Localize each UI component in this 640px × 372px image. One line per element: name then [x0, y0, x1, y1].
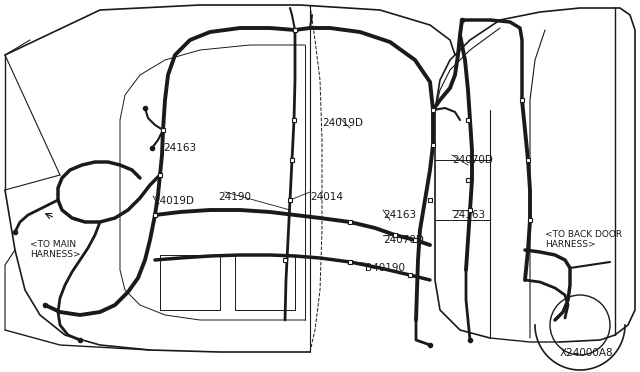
Text: <TO BACK DOOR
HARNESS>: <TO BACK DOOR HARNESS> — [545, 230, 622, 249]
Text: <TO MAIN
HARNESS>: <TO MAIN HARNESS> — [30, 240, 81, 259]
Text: 24190: 24190 — [218, 192, 251, 202]
Text: X24000A8: X24000A8 — [560, 348, 614, 358]
Text: 24163: 24163 — [383, 210, 416, 220]
Text: 24070D: 24070D — [383, 235, 424, 245]
Text: 24070D: 24070D — [452, 155, 493, 165]
Text: B40190: B40190 — [365, 263, 405, 273]
Text: 24019D: 24019D — [153, 196, 194, 206]
Text: 24163: 24163 — [163, 143, 196, 153]
Text: 24163: 24163 — [452, 210, 485, 220]
Text: 24014: 24014 — [310, 192, 343, 202]
Text: 24019D: 24019D — [322, 118, 363, 128]
